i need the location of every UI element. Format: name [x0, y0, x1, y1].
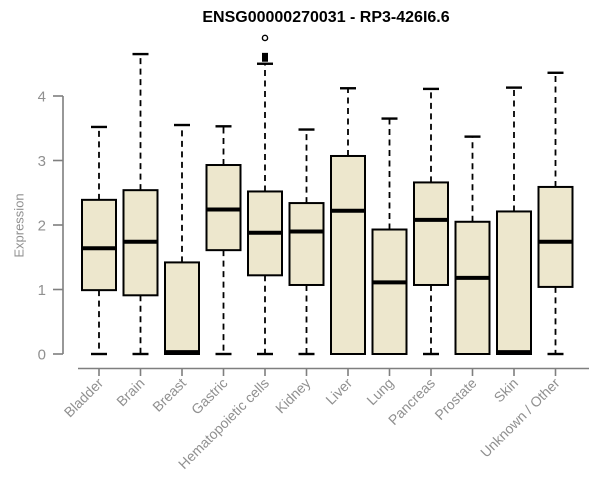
box-Kidney	[288, 202, 325, 286]
outlier-point	[262, 56, 268, 62]
box-Lung	[371, 228, 408, 355]
x-axis-label: Liver	[322, 375, 355, 408]
x-axis-label: Bladder	[61, 375, 107, 421]
x-axis-label: Unknown / Other	[477, 375, 563, 461]
box-Prostate	[454, 220, 491, 355]
box-Skin	[496, 210, 532, 355]
y-tick-label: 2	[38, 217, 46, 234]
box-Bladder	[81, 198, 117, 292]
x-axis-label: Prostate	[431, 375, 479, 423]
outlier-point	[261, 34, 269, 42]
y-tick-label: 3	[38, 153, 46, 170]
chart-title: ENSG00000270031 - RP3-426I6.6	[202, 9, 450, 26]
outlier-point	[262, 52, 268, 58]
x-axis-label: Lung	[363, 375, 396, 408]
y-tick-label: 4	[38, 88, 46, 105]
box-Unknown / Other	[537, 185, 574, 288]
y-tick-label: 1	[38, 282, 46, 299]
box-Breast	[164, 261, 200, 355]
x-axis-label: Breast	[149, 375, 189, 415]
box-Pancreas	[413, 181, 449, 286]
x-axis-label: Brain	[113, 375, 147, 409]
y-tick-label: 0	[38, 346, 46, 363]
box-Liver	[330, 154, 366, 355]
x-axis-label: Kidney	[272, 375, 314, 417]
x-axis-label: Skin	[491, 375, 522, 406]
